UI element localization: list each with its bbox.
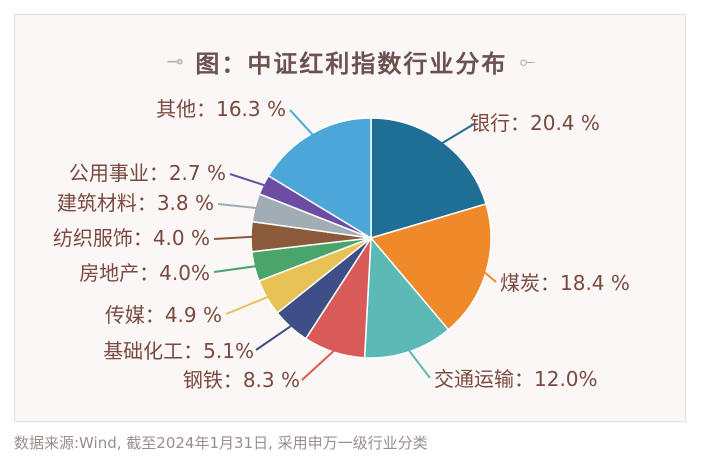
title-decoration-left-icon: ⊸ — [166, 49, 184, 73]
slice-label-5: 基础化工：5.1% — [103, 339, 254, 363]
leader-line-4 — [301, 349, 336, 381]
chart-title: 图：中证红利指数行业分布 — [195, 49, 508, 78]
leader-line-7 — [213, 265, 257, 273]
leader-line-2 — [483, 271, 497, 283]
leader-line-8 — [213, 235, 254, 240]
slice-label-2: 煤炭：18.4 % — [500, 271, 630, 295]
title-row: ⊸ 图：中证红利指数行业分布 ⟜ — [15, 41, 687, 81]
slice-label-11: 其他：16.3 % — [156, 97, 286, 121]
title-decoration-right-icon: ⟜ — [519, 49, 536, 73]
slice-label-1: 银行：20.4 % — [470, 111, 600, 135]
slice-label-4: 钢铁：8.3 % — [183, 368, 300, 392]
leader-line-3 — [407, 349, 431, 379]
leader-line-11 — [289, 109, 314, 136]
source-note: 数据来源:Wind, 截至2024年1月31日, 采用申万一级行业分类 — [14, 434, 428, 452]
leader-line-9 — [217, 203, 257, 210]
slice-label-9: 建筑材料：3.8 % — [57, 191, 214, 215]
leader-line-10 — [229, 173, 266, 187]
slice-label-8: 纺织服饰：4.0 % — [53, 226, 210, 250]
leader-line-1 — [441, 123, 475, 145]
leader-line-6 — [225, 295, 269, 315]
slice-label-6: 传媒：4.9 % — [105, 303, 222, 327]
slice-label-3: 交通运输：12.0% — [434, 367, 598, 391]
slice-label-10: 公用事业：2.7 % — [69, 161, 226, 185]
leader-line-5 — [255, 324, 293, 351]
slice-label-7: 房地产：4.0% — [79, 261, 210, 285]
